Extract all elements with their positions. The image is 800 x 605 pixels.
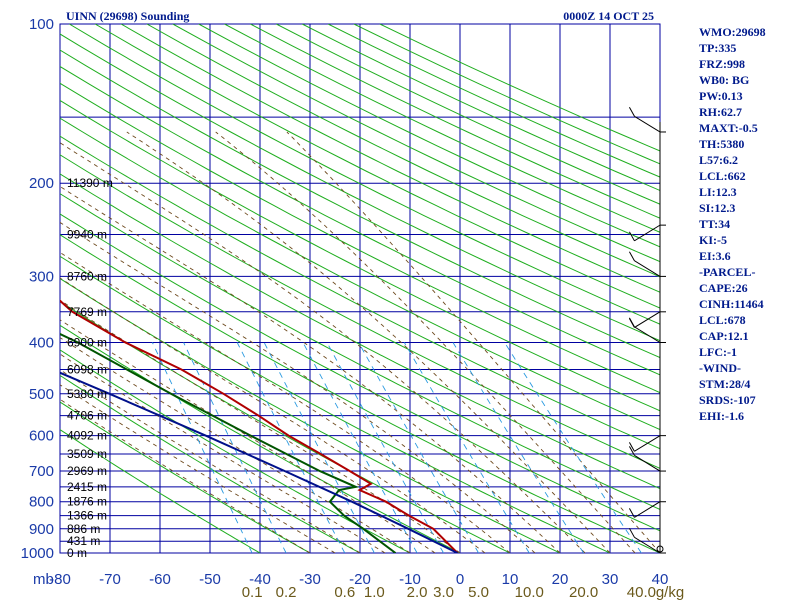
pressure-tick-label: 500 xyxy=(29,386,54,403)
index-value: MAXT:-0.5 xyxy=(699,121,758,135)
index-value: TP:335 xyxy=(699,41,736,55)
index-value: EHI:-1.6 xyxy=(699,409,744,423)
pressure-tick-label: 700 xyxy=(29,463,54,480)
index-value: STM:28/4 xyxy=(699,377,750,391)
height-label: 11390 m xyxy=(67,176,113,190)
pressure-unit-label: mb xyxy=(33,571,54,588)
height-label: 2415 m xyxy=(67,480,107,494)
index-value: SRDS:-107 xyxy=(699,393,756,407)
mixing-ratio-label: 0.6 xyxy=(334,584,355,600)
index-value: -PARCEL- xyxy=(699,265,755,279)
index-value: SI:12.3 xyxy=(699,201,735,215)
station-title: UINN (29698) Sounding xyxy=(66,9,189,23)
index-value: KI:-5 xyxy=(699,233,727,247)
pressure-tick-label: 200 xyxy=(29,175,54,192)
pressure-tick-label: 100 xyxy=(29,16,54,33)
index-value: TH:5380 xyxy=(699,137,744,151)
temperature-tick-label: -50 xyxy=(199,571,221,588)
pressure-tick-label: 900 xyxy=(29,521,54,538)
height-label: 4706 m xyxy=(67,409,107,423)
mixing-ratio-unit: g/kg xyxy=(656,584,684,600)
index-value: WB0: BG xyxy=(699,73,749,87)
pressure-tick-label: 400 xyxy=(29,334,54,351)
temperature-tick-label: 0 xyxy=(456,571,464,588)
mixing-ratio-label: 10.0 xyxy=(515,584,544,600)
mixing-ratio-label: 0.1 xyxy=(242,584,263,600)
height-label: 7769 m xyxy=(67,305,107,319)
height-label: 8760 m xyxy=(67,269,107,283)
pressure-tick-label: 1000 xyxy=(21,545,54,562)
temperature-tick-label: -60 xyxy=(149,571,171,588)
index-value: PW:0.13 xyxy=(699,89,743,103)
pressure-tick-label: 600 xyxy=(29,428,54,445)
index-value: CAP:12.1 xyxy=(699,329,749,343)
index-value: EI:3.6 xyxy=(699,249,731,263)
temperature-tick-label: 20 xyxy=(552,571,569,588)
height-label: 6900 m xyxy=(67,335,107,349)
index-value: CINH:11464 xyxy=(699,297,764,311)
index-value: FRZ:998 xyxy=(699,57,745,71)
index-value: LI:12.3 xyxy=(699,185,737,199)
index-value: -WIND- xyxy=(699,361,741,375)
mixing-ratio-label: 2.0 xyxy=(407,584,428,600)
index-value: TT:34 xyxy=(699,217,730,231)
temperature-tick-label: -30 xyxy=(299,571,321,588)
time-title: 0000Z 14 OCT 25 xyxy=(563,9,654,23)
height-label: 5380 m xyxy=(67,387,107,401)
pressure-tick-label: 300 xyxy=(29,268,54,285)
mixing-ratio-label: 0.2 xyxy=(276,584,297,600)
index-value: LCL:678 xyxy=(699,313,746,327)
mixing-ratio-label: 40.0 xyxy=(627,584,656,600)
mixing-ratio-label: 1.0 xyxy=(364,584,385,600)
temperature-tick-label: -70 xyxy=(99,571,121,588)
index-value: LCL:662 xyxy=(699,169,746,183)
height-label: 9940 m xyxy=(67,228,107,242)
height-label: 2969 m xyxy=(67,464,107,478)
index-value: RH:62.7 xyxy=(699,105,742,119)
index-value: CAPE:26 xyxy=(699,281,748,295)
index-value: LFC:-1 xyxy=(699,345,737,359)
height-label: 1876 m xyxy=(67,495,107,509)
index-value: L57:6.2 xyxy=(699,153,738,167)
mixing-ratio-label: 5.0 xyxy=(468,584,489,600)
height-label: 0 m xyxy=(67,546,87,560)
mixing-ratio-label: 3.0 xyxy=(433,584,454,600)
height-label: 6098 m xyxy=(67,363,107,377)
height-label: 1366 m xyxy=(67,509,107,523)
mixing-ratio-label: 20.0 xyxy=(569,584,598,600)
pressure-tick-label: 800 xyxy=(29,494,54,511)
index-value: WMO:29698 xyxy=(699,25,766,39)
temperature-tick-label: 30 xyxy=(602,571,619,588)
height-label: 4092 m xyxy=(67,429,107,443)
height-label: 3509 m xyxy=(67,447,107,461)
